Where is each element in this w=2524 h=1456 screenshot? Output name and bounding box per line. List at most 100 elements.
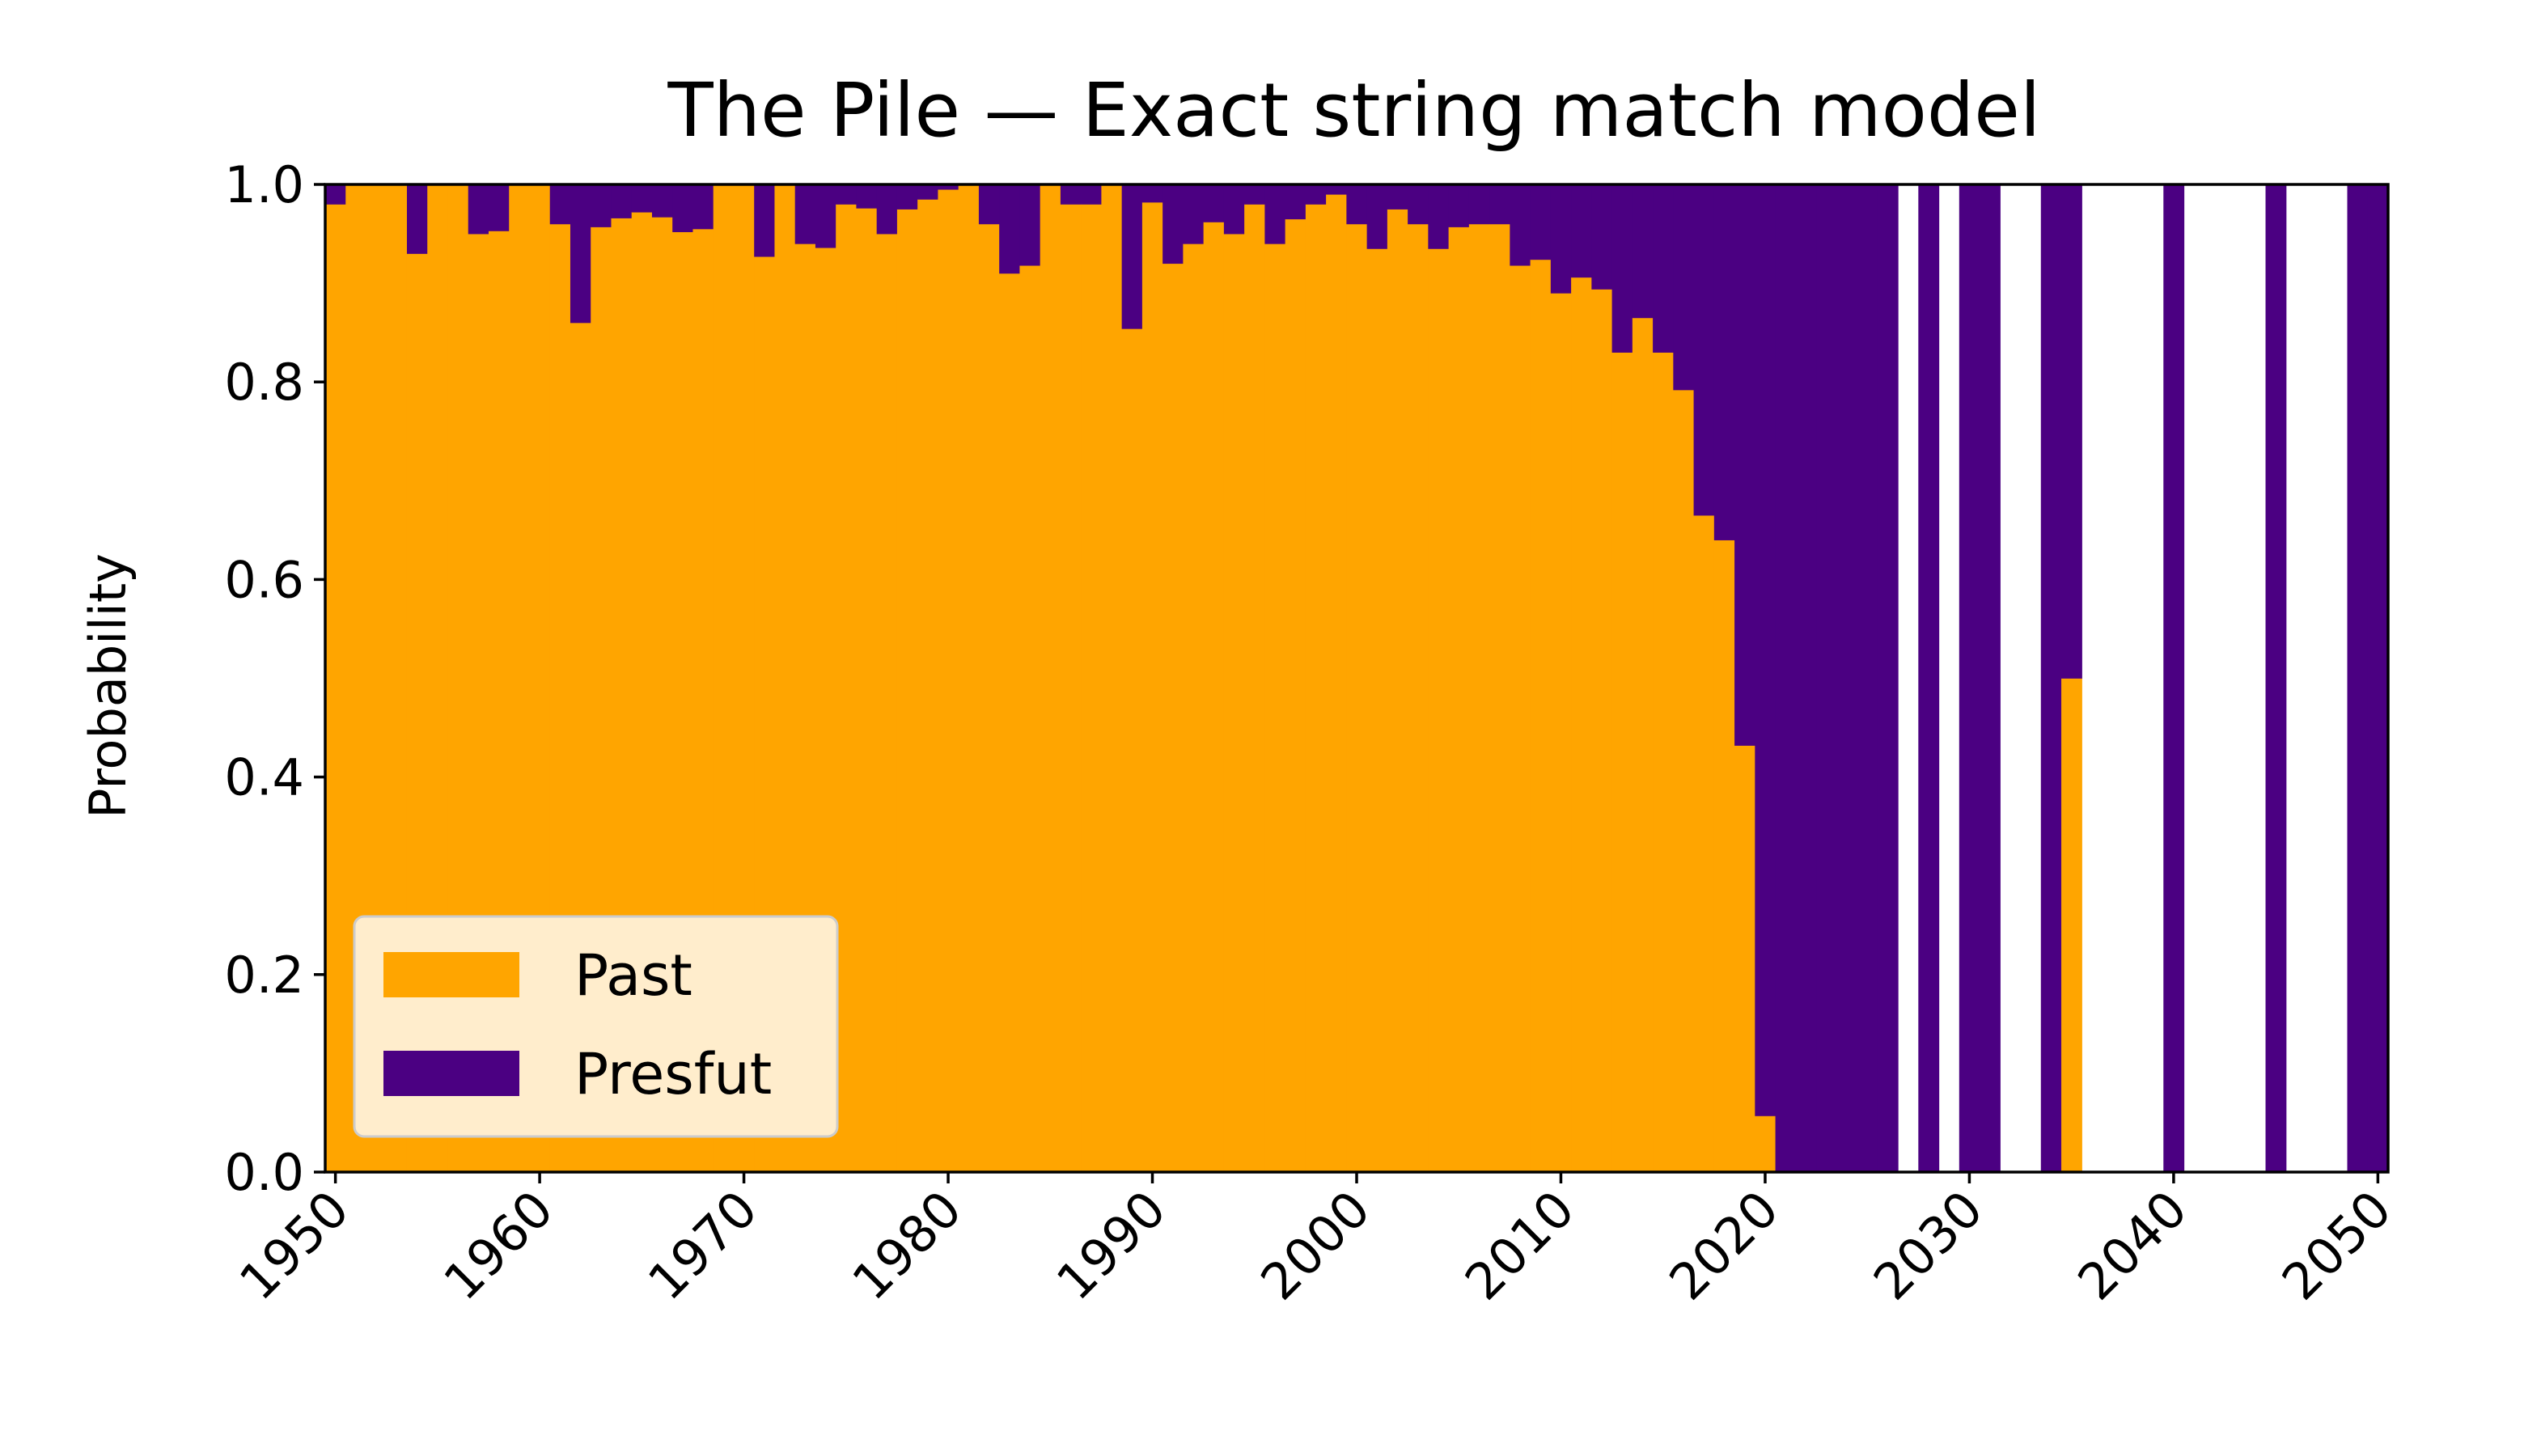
- bar-past-2020: [1755, 1115, 1777, 1173]
- bar-presfut-2009: [1530, 184, 1552, 260]
- bar-past-1992: [1183, 243, 1205, 1173]
- bar-presfut-2018: [1713, 184, 1735, 540]
- y-tick-label: 0.2: [224, 946, 304, 1005]
- bar-presfut-2025: [1857, 184, 1878, 1173]
- bar-presfut-1996: [1264, 184, 1286, 244]
- bar-presfut-2017: [1693, 184, 1715, 516]
- bar-past-1994: [1223, 234, 1245, 1173]
- legend-label-past: Past: [574, 942, 692, 1009]
- bar-presfut-1962: [570, 184, 591, 324]
- bar-past-1976: [856, 208, 878, 1173]
- bar-past-2006: [1468, 223, 1490, 1173]
- bar-presfut-1991: [1162, 184, 1184, 265]
- bar-past-2019: [1734, 745, 1755, 1173]
- bar-past-2010: [1550, 293, 1572, 1173]
- y-tick-label: 0.6: [224, 550, 304, 609]
- bar-presfut-1975: [836, 184, 858, 205]
- bar-presfut-1977: [876, 184, 898, 235]
- bar-presfut-2040: [2163, 184, 2185, 1173]
- bar-past-2004: [1428, 248, 1450, 1173]
- bar-presfut-2010: [1550, 184, 1572, 294]
- bar-past-1986: [1060, 204, 1082, 1173]
- y-axis-label: Probability: [78, 553, 138, 819]
- bar-past-2011: [1571, 277, 1592, 1173]
- bars-layer: [325, 184, 2389, 1173]
- bar-presfut-1979: [917, 184, 939, 200]
- bar-presfut-1973: [794, 184, 816, 244]
- bar-presfut-2012: [1591, 184, 1613, 290]
- bar-presfut-1964: [611, 184, 633, 218]
- bar-past-2003: [1408, 223, 1429, 1173]
- bar-past-1980: [938, 189, 959, 1173]
- bar-presfut-1993: [1203, 184, 1225, 222]
- bar-presfut-1966: [651, 184, 673, 218]
- bar-presfut-2004: [1428, 184, 1450, 249]
- bar-presfut-1961: [549, 184, 571, 225]
- bar-presfut-1954: [406, 184, 428, 254]
- bar-presfut-2016: [1673, 184, 1695, 391]
- bar-past-1987: [1081, 204, 1103, 1173]
- bar-presfut-2005: [1448, 184, 1470, 227]
- bar-presfut-2019: [1734, 184, 1755, 746]
- bar-presfut-2034: [2040, 184, 2062, 1173]
- bar-presfut-1950: [325, 184, 346, 205]
- bar-presfut-1978: [896, 184, 918, 210]
- bar-presfut-2049: [2347, 184, 2369, 1173]
- bar-presfut-1971: [754, 184, 776, 257]
- bar-presfut-1958: [488, 184, 510, 231]
- legend-swatch-past: [383, 952, 519, 997]
- y-tick-label: 0.4: [224, 748, 304, 807]
- bar-presfut-1963: [591, 184, 612, 227]
- bar-past-1988: [1101, 184, 1123, 1173]
- bar-past-2035: [2061, 678, 2082, 1173]
- bar-presfut-2002: [1387, 184, 1408, 210]
- y-tick-label: 0.8: [224, 353, 304, 412]
- bar-past-2015: [1653, 352, 1674, 1173]
- bar-past-2007: [1489, 223, 1510, 1173]
- bar-presfut-2030: [1959, 184, 1980, 1173]
- bar-presfut-1989: [1121, 184, 1143, 329]
- bar-presfut-2006: [1468, 184, 1490, 225]
- bar-past-2017: [1693, 515, 1715, 1173]
- bar-presfut-1967: [672, 184, 694, 233]
- bar-presfut-1987: [1081, 184, 1103, 205]
- bar-presfut-1999: [1326, 184, 1347, 195]
- bar-presfut-1976: [856, 184, 878, 209]
- bar-presfut-2028: [1918, 184, 1940, 1173]
- bar-past-1995: [1244, 204, 1265, 1173]
- bar-past-1990: [1141, 201, 1163, 1173]
- bar-presfut-2023: [1816, 184, 1837, 1173]
- bar-past-1979: [917, 199, 939, 1173]
- bar-past-1984: [1019, 265, 1041, 1173]
- bar-presfut-1980: [938, 184, 959, 190]
- bar-presfut-1983: [999, 184, 1021, 274]
- bar-past-1981: [958, 184, 980, 1173]
- bar-past-1950: [325, 204, 346, 1173]
- bar-past-1993: [1203, 222, 1225, 1173]
- bar-past-2001: [1366, 248, 1388, 1173]
- bar-past-1977: [876, 234, 898, 1173]
- bar-presfut-1998: [1305, 184, 1327, 205]
- bar-past-2008: [1510, 265, 1531, 1173]
- bar-presfut-2001: [1366, 184, 1388, 249]
- bar-past-2002: [1387, 209, 1408, 1173]
- bar-presfut-1990: [1141, 184, 1163, 203]
- bar-presfut-1968: [692, 184, 714, 230]
- bar-presfut-1957: [468, 184, 489, 235]
- bar-presfut-2008: [1510, 184, 1531, 266]
- bar-past-2012: [1591, 289, 1613, 1173]
- bar-presfut-1984: [1019, 184, 1041, 266]
- bar-past-2013: [1611, 352, 1633, 1173]
- bar-presfut-2011: [1571, 184, 1592, 278]
- bar-presfut-1986: [1060, 184, 1082, 205]
- bar-past-1983: [999, 273, 1021, 1173]
- bar-presfut-1982: [978, 184, 1000, 225]
- bar-presfut-2031: [1980, 184, 2001, 1173]
- bar-presfut-2022: [1795, 184, 1817, 1173]
- bar-presfut-2000: [1346, 184, 1368, 225]
- bar-presfut-2024: [1836, 184, 1858, 1173]
- y-tick-label: 1.0: [224, 155, 304, 214]
- legend-swatch-presfut: [383, 1051, 519, 1096]
